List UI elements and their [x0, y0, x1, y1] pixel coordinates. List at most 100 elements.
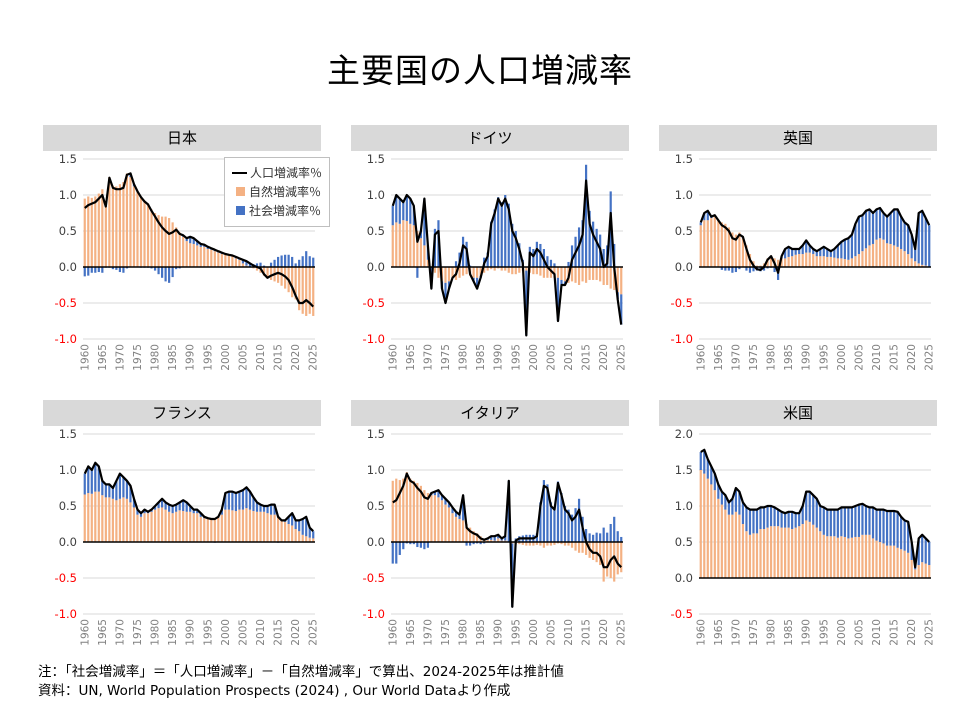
svg-text:2020: 2020: [290, 344, 302, 371]
gridlines: [699, 158, 931, 340]
legend-label-natural: 自然増減率％: [248, 185, 321, 199]
natural-swatch-icon: [235, 187, 245, 196]
y-axis-labels: 2.0 1.5 1.0 0.5 0.0 -0.5: [671, 427, 693, 621]
svg-text:1975: 1975: [132, 619, 144, 646]
svg-text:2.0: 2.0: [675, 427, 693, 441]
svg-text:1.0: 1.0: [367, 188, 385, 202]
svg-text:1965: 1965: [97, 344, 109, 371]
svg-text:0.0: 0.0: [59, 535, 77, 549]
svg-text:2020: 2020: [906, 344, 918, 371]
svg-text:2015: 2015: [581, 344, 593, 371]
svg-text:-1.0: -1.0: [55, 607, 77, 621]
svg-text:1990: 1990: [185, 619, 197, 646]
svg-text:1960: 1960: [387, 619, 399, 646]
svg-text:-0.5: -0.5: [363, 571, 385, 585]
x-axis-labels: 1960 1965 1970 1975 1980 1985 1990 1995 2000 2005…: [387, 619, 627, 646]
x-axis-labels: 1960 1965 1970 1975 1980 1985 1990 1995 2000 2005…: [79, 619, 319, 646]
svg-text:1990: 1990: [801, 619, 813, 646]
svg-text:2015: 2015: [889, 619, 901, 646]
svg-text:1965: 1965: [405, 619, 417, 646]
svg-text:1990: 1990: [493, 619, 505, 646]
page-title: 主要国の人口増減率: [327, 51, 633, 90]
svg-text:1.0: 1.0: [59, 188, 77, 202]
total-line: [700, 448, 930, 569]
svg-text:0.5: 0.5: [675, 535, 693, 549]
svg-text:2025: 2025: [308, 344, 320, 371]
svg-text:1960: 1960: [79, 344, 91, 371]
svg-text:2010: 2010: [871, 619, 883, 646]
svg-text:2010: 2010: [563, 619, 575, 646]
y-axis-labels: 1.5 1.0 0.5 0.0 -0.5 -1.0: [363, 427, 385, 621]
chart-panel-japan: 日本 1.5 1.0 0.5 0.0 -0.5 -1.0 1960 1965 1970 1975 1…: [43, 125, 330, 395]
svg-text:2025: 2025: [308, 619, 320, 646]
total-line: [392, 472, 622, 608]
svg-text:1980: 1980: [458, 344, 470, 371]
svg-text:1990: 1990: [185, 344, 197, 371]
svg-text:1.0: 1.0: [675, 499, 693, 513]
svg-text:2015: 2015: [273, 619, 285, 646]
svg-text:2020: 2020: [598, 344, 610, 371]
y-axis-labels: 1.5 1.0 0.5 0.0 -0.5 -1.0: [55, 427, 77, 621]
svg-text:0.0: 0.0: [675, 260, 693, 274]
note-line-2: 資料：UN, World Population Prospects (2024)…: [38, 682, 511, 699]
svg-text:1980: 1980: [150, 619, 162, 646]
svg-text:2025: 2025: [616, 344, 628, 371]
svg-text:1980: 1980: [458, 619, 470, 646]
chart-header-uk: 英国: [659, 125, 937, 151]
svg-text:2000: 2000: [220, 344, 232, 371]
svg-text:2025: 2025: [616, 619, 628, 646]
chart-header-italy: イタリア: [351, 400, 629, 426]
svg-text:1965: 1965: [97, 619, 109, 646]
svg-text:1970: 1970: [114, 344, 126, 371]
svg-text:-1.0: -1.0: [363, 607, 385, 621]
svg-text:2010: 2010: [871, 344, 883, 371]
svg-text:0.5: 0.5: [59, 499, 77, 513]
svg-text:-1.0: -1.0: [55, 332, 77, 346]
svg-text:1970: 1970: [422, 344, 434, 371]
svg-text:1.5: 1.5: [59, 427, 77, 441]
svg-text:0.5: 0.5: [367, 224, 385, 238]
svg-text:2020: 2020: [598, 619, 610, 646]
svg-text:2000: 2000: [836, 619, 848, 646]
svg-text:2005: 2005: [853, 344, 865, 371]
svg-text:2005: 2005: [545, 344, 557, 371]
svg-text:1.5: 1.5: [675, 463, 693, 477]
chart-panel-france: フランス 1.5 1.0 0.5 0.0 -0.5 -1.0 1960 1965 1970 197…: [43, 400, 321, 670]
legend: 人口増減率％ 自然増減率％ 社会増減率％: [223, 157, 330, 227]
svg-text:1975: 1975: [748, 344, 760, 371]
svg-text:-1.0: -1.0: [363, 332, 385, 346]
svg-text:1965: 1965: [405, 344, 417, 371]
chart-panel-us: 米国 2.0 1.5 1.0 0.5 0.0 -0.5 1960 1965 1970 1975 19…: [659, 400, 937, 670]
total-line: [83, 461, 314, 532]
bars-natural: [699, 216, 927, 267]
svg-text:1965: 1965: [713, 619, 725, 646]
svg-text:2000: 2000: [220, 619, 232, 646]
svg-text:0.5: 0.5: [367, 499, 385, 513]
svg-text:1985: 1985: [475, 619, 487, 646]
svg-text:1980: 1980: [766, 344, 778, 371]
chart-header-japan: 日本: [43, 125, 321, 151]
svg-text:1980: 1980: [150, 344, 162, 371]
svg-text:-1.0: -1.0: [671, 332, 693, 346]
svg-text:1.0: 1.0: [59, 463, 77, 477]
svg-text:1.5: 1.5: [367, 427, 385, 441]
svg-text:2020: 2020: [290, 619, 302, 646]
total-line: [699, 206, 931, 274]
legend-label-total: 人口増減率％: [249, 166, 322, 180]
chart-panel-germany: ドイツ 1.5 1.0 0.5 0.0 -0.5 -1.0 1960 1965 1970 1975…: [351, 125, 629, 395]
line-swatch-icon: [231, 171, 247, 174]
svg-text:2005: 2005: [853, 619, 865, 646]
svg-text:1975: 1975: [440, 619, 452, 646]
svg-text:1.5: 1.5: [367, 152, 385, 166]
svg-text:1970: 1970: [114, 619, 126, 646]
gridlines: [699, 433, 931, 615]
svg-text:0.0: 0.0: [367, 535, 385, 549]
legend-item-total: 人口増減率％: [231, 164, 322, 181]
x-axis-labels: 1960 1965 1970 1975 1980 1985 1990 1995 2000 2005…: [387, 344, 627, 371]
chart-header-germany: ドイツ: [351, 125, 629, 151]
svg-text:1995: 1995: [202, 344, 214, 371]
total-line: [84, 172, 314, 308]
chart-panel-italy: イタリア 1.5 1.0 0.5 0.0 -0.5 -1.0 1960 1965 1970 197…: [351, 400, 629, 670]
svg-text:0.5: 0.5: [59, 224, 77, 238]
